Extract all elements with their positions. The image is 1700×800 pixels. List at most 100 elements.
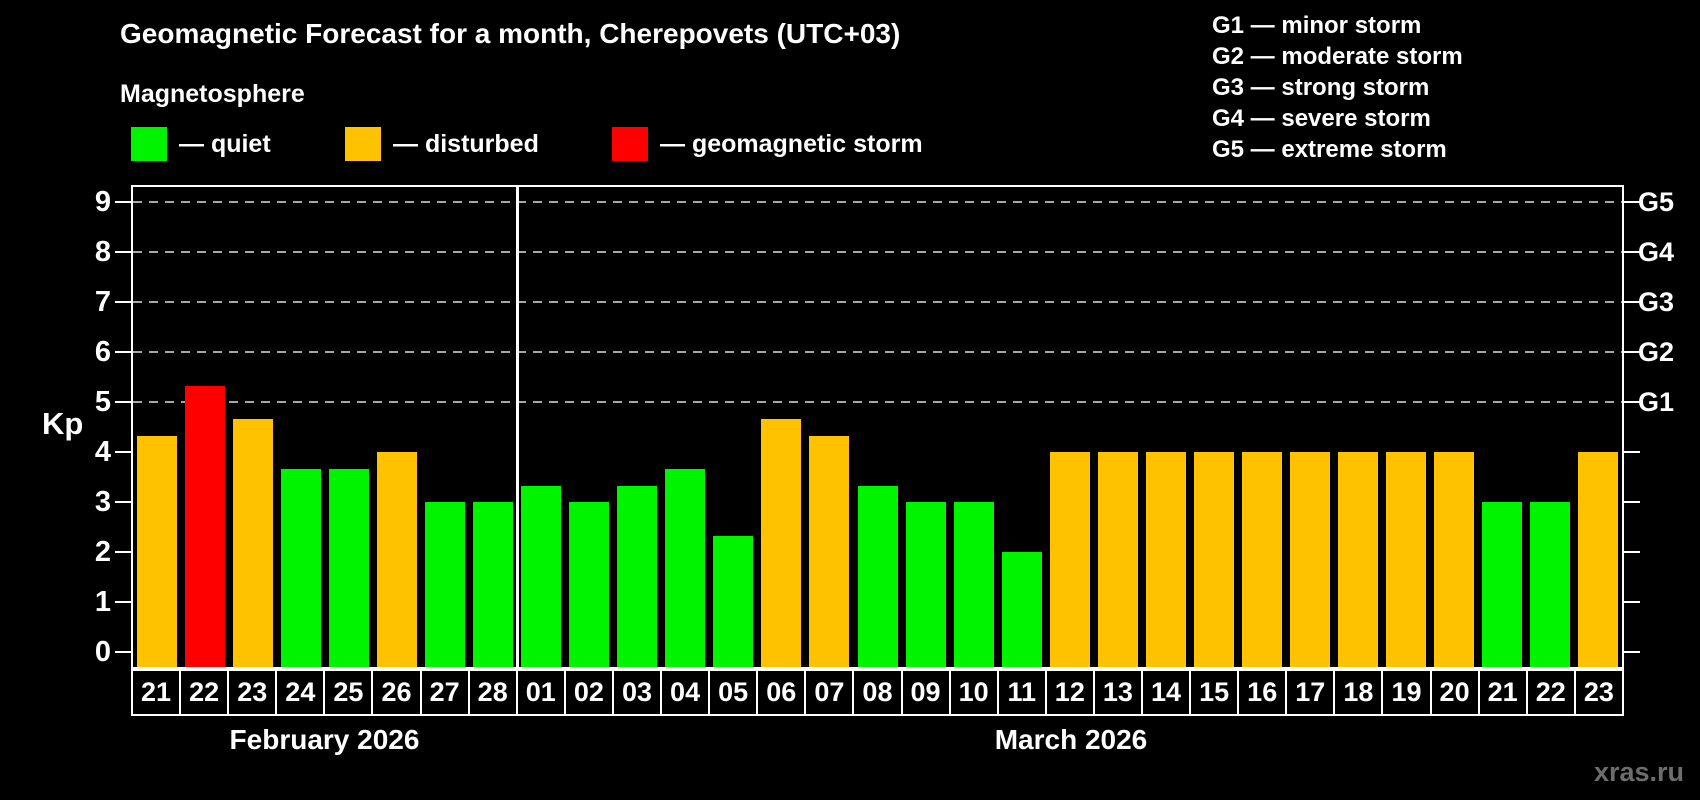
y-axis-tick (115, 401, 131, 403)
day-label: 27 (422, 671, 470, 714)
disturbed-color-swatch (345, 127, 381, 161)
y-axis-tick-label: 4 (94, 436, 111, 468)
day-label: 17 (1287, 671, 1336, 714)
kp-bar-day-19 (1385, 452, 1426, 667)
legend-item-disturbed: — disturbed (345, 126, 539, 162)
kp-bar-day-13 (1097, 452, 1138, 667)
kp-bar-day-21 (1481, 502, 1522, 667)
day-label: 09 (903, 671, 951, 714)
y-axis-tick-label: 9 (94, 186, 111, 219)
kp-bar-day-06 (761, 418, 802, 667)
y-axis-tick (115, 301, 131, 303)
kp-gridline (133, 301, 1622, 303)
plot-area: 0 1 2 3 4 5 6 7 8 9 G1 G2 G3 G4 G5 (95, 185, 1674, 669)
day-axis: 21 22 23 24 25 26 27 28 01 02 03 04 05 06 07 08 09 10 11 12… (131, 669, 1624, 716)
day-label: 19 (1383, 671, 1432, 714)
kp-bar-day-05 (713, 535, 754, 667)
g-axis-tick (1624, 301, 1640, 303)
g2-scale-label: G2 — moderate storm (1212, 43, 1463, 70)
kp-gridline (133, 251, 1622, 253)
day-label: 21 (133, 671, 182, 714)
y-axis-tick (115, 451, 131, 453)
day-label: 24 (277, 671, 326, 714)
g5-scale-label: G5 — extreme storm (1212, 136, 1447, 163)
day-label: 08 (854, 671, 903, 714)
y-axis-tick-label: 6 (94, 336, 111, 368)
day-label: 11 (999, 671, 1047, 714)
day-label: 14 (1143, 671, 1192, 714)
y-axis-tick (115, 551, 131, 553)
storm-legend-label: — geomagnetic storm (660, 129, 923, 158)
y-axis-tick-label: 3 (94, 486, 111, 518)
kp-bar-day-15 (1193, 452, 1234, 667)
kp-bar-day-22 (1529, 502, 1570, 667)
kp-bar-day-07 (809, 435, 850, 667)
y-axis-tick-label: 1 (94, 586, 111, 618)
day-label: 03 (614, 671, 663, 714)
y-axis-tick-label: 0 (94, 636, 111, 668)
y-axis-tick (115, 351, 131, 353)
day-label: 23 (1583, 677, 1614, 707)
storm-scale-legend: G1 — minor storm G2 — moderate storm G3 … (1212, 10, 1463, 165)
kp-bar-day-23 (1577, 452, 1618, 667)
watermark: xras.ru (1593, 757, 1684, 787)
magnetosphere-label: Magnetosphere (120, 80, 305, 108)
kp-bar-day-10 (953, 502, 994, 667)
kp-bar-day-25 (329, 468, 370, 667)
day-label: 23 (229, 671, 278, 714)
kp-bar-day-28 (473, 502, 514, 667)
kp-bar-day-12 (1049, 452, 1090, 667)
kp-bar-day-11 (1001, 552, 1042, 667)
g-axis-tick (1624, 551, 1640, 553)
y-axis-tick (115, 501, 131, 503)
g1-scale-label: G1 — minor storm (1212, 12, 1422, 39)
g-scale-axis-label: G1 (1638, 387, 1675, 417)
y-axis-tick-label: 7 (94, 286, 111, 318)
legend-item-quiet: — quiet (131, 126, 271, 162)
quiet-color-swatch (131, 127, 167, 161)
kp-bar-day-20 (1433, 452, 1474, 667)
day-label: 28 (470, 671, 518, 714)
day-label: 26 (373, 671, 422, 714)
g-scale-axis-label: G3 (1638, 287, 1675, 317)
kp-bar-day-09 (905, 502, 946, 667)
g3-scale-label: G3 — strong storm (1212, 74, 1430, 101)
kp-axis-label: Kp (42, 406, 84, 441)
kp-bar-day-02 (569, 502, 610, 667)
legend-item-storm: — geomagnetic storm (612, 126, 923, 162)
kp-gridline (133, 401, 1622, 403)
g-scale-axis-label: G4 (1638, 237, 1675, 267)
kp-bar-day-14 (1145, 452, 1186, 667)
kp-bar-day-21 (137, 435, 178, 667)
g-scale-axis-label: G5 (1638, 187, 1675, 218)
g-axis-tick (1624, 501, 1640, 503)
storm-color-swatch (612, 127, 648, 161)
day-label: 05 (710, 671, 759, 714)
g-axis-tick (1624, 451, 1640, 453)
y-axis-tick-label: 2 (94, 536, 111, 568)
kp-bar-day-26 (377, 452, 418, 667)
day-label: 13 (1095, 671, 1143, 714)
day-label: 07 (806, 671, 855, 714)
y-axis-tick (115, 201, 131, 203)
g-scale-axis-label: G2 (1638, 337, 1675, 367)
day-label: 01 (518, 671, 566, 714)
g-axis-tick (1624, 351, 1640, 353)
g-axis-tick (1624, 401, 1640, 403)
kp-bar-day-08 (857, 485, 898, 667)
g4-scale-label: G4 — severe storm (1212, 105, 1431, 132)
kp-bar-day-18 (1337, 452, 1378, 667)
g-axis-tick (1624, 251, 1640, 253)
g-axis-tick (1624, 601, 1640, 603)
day-label: 21 (1480, 671, 1528, 714)
quiet-legend-label: — quiet (179, 129, 271, 158)
g-axis-tick (1624, 201, 1640, 203)
month-separator-line (515, 187, 519, 667)
kp-bar-day-17 (1289, 452, 1330, 667)
y-axis-tick-label: 8 (94, 236, 111, 268)
day-label: 25 (325, 671, 374, 714)
kp-bar-day-03 (617, 485, 658, 667)
g-axis-tick (1624, 651, 1640, 653)
kp-bar-day-04 (665, 468, 706, 667)
